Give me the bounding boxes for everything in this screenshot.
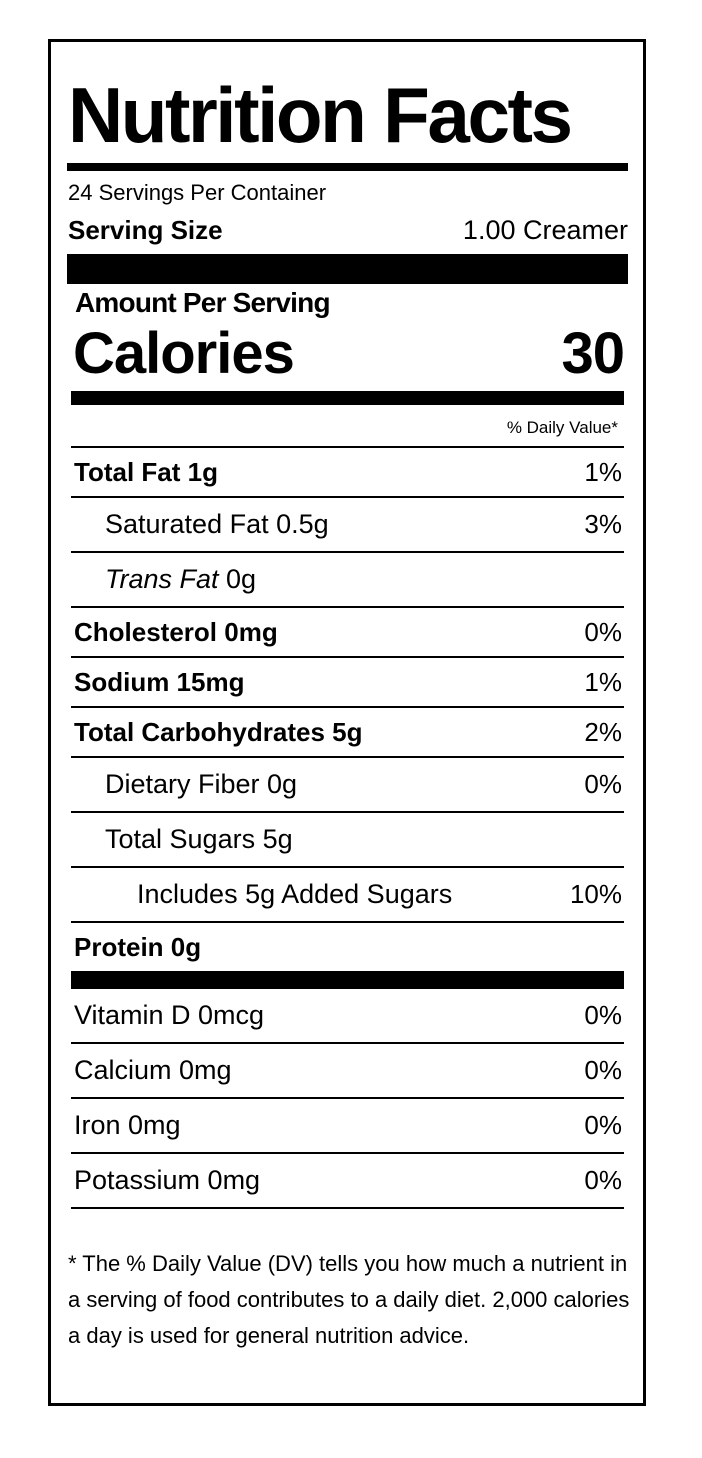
- nutrient-dv: 2%: [584, 716, 622, 747]
- vitamin-name: Iron 0mg: [74, 1110, 181, 1140]
- nutrient-name: Includes 5g Added Sugars: [137, 879, 453, 909]
- amount-per-serving: Amount Per Serving: [75, 287, 331, 318]
- nutrient-dv: 0%: [584, 616, 622, 647]
- nutrient-name: Total Fat 1g: [74, 456, 218, 487]
- nutrient-name: Protein 0g: [74, 931, 202, 962]
- vitamin-row: Potassium 0mg 0%: [71, 1154, 624, 1209]
- divider-thick: [71, 971, 624, 989]
- nutrient-name: Cholesterol 0mg: [74, 616, 278, 647]
- nutrient-dv: 0%: [584, 769, 622, 799]
- vitamin-name: Potassium 0mg: [74, 1165, 261, 1195]
- nutrient-name: Trans Fat 0g: [105, 564, 256, 595]
- vitamin-dv: 0%: [584, 1055, 622, 1085]
- serving-size-value: 1.00 Creamer: [462, 215, 628, 245]
- nutrient-table: Total Fat 1g 1% Saturated Fat 0.5g 3% Tran…: [71, 446, 624, 1209]
- serving-size-label: Serving Size: [68, 215, 223, 245]
- nutrient-row: Saturated Fat 0.5g 3%: [71, 498, 624, 553]
- divider-thick: [67, 254, 628, 284]
- nutrient-row: Includes 5g Added Sugars 10%: [71, 868, 624, 923]
- divider: [67, 163, 628, 171]
- nutrient-row: Cholesterol 0mg 0%: [71, 608, 624, 658]
- vitamin-dv: 0%: [584, 1000, 622, 1030]
- nutrient-name: Total Sugars 5g: [105, 824, 293, 854]
- calories-row: Calories 30: [73, 321, 625, 386]
- nutrient-row: Sodium 15mg 1%: [71, 658, 624, 708]
- vitamin-dv: 0%: [584, 1165, 622, 1195]
- nutrition-facts-label: Nutrition Facts 24 Servings Per Containe…: [48, 39, 646, 1406]
- footnote: * The % Daily Value (DV) tells you how m…: [68, 1251, 630, 1348]
- nutrient-name: Saturated Fat 0.5g: [105, 509, 329, 539]
- vitamin-row: Vitamin D 0mcg 0%: [71, 989, 624, 1044]
- nutrient-name: Dietary Fiber 0g: [105, 769, 298, 799]
- nutrient-dv: 1%: [584, 456, 622, 487]
- nutrient-dv: 1%: [584, 666, 622, 697]
- nutrient-row: Protein 0g: [71, 923, 624, 971]
- calories-label: Calories: [73, 321, 295, 386]
- vitamin-dv: 0%: [584, 1110, 622, 1140]
- daily-value-header: % Daily Value*: [506, 418, 618, 437]
- nutrient-dv: 3%: [584, 509, 622, 539]
- vitamin-row: Calcium 0mg 0%: [71, 1044, 624, 1099]
- calories-value: 30: [561, 321, 625, 386]
- nutrient-row: Total Carbohydrates 5g 2%: [71, 708, 624, 758]
- nutrient-row: Total Sugars 5g: [71, 813, 624, 868]
- nutrient-dv: 10%: [569, 879, 622, 909]
- nutrient-name-rest: 0g: [218, 564, 257, 594]
- vitamin-name: Calcium 0mg: [74, 1055, 232, 1085]
- vitamin-row: Iron 0mg 0%: [71, 1099, 624, 1154]
- vitamin-name: Vitamin D 0mcg: [74, 1000, 265, 1030]
- nutrient-name-italic: Trans Fat: [105, 564, 219, 594]
- serving-size-row: Serving Size 1.00 Creamer: [68, 215, 628, 246]
- divider-medium: [71, 391, 624, 405]
- label-title: Nutrition Facts: [68, 71, 573, 159]
- nutrient-name: Sodium 15mg: [74, 666, 245, 697]
- nutrient-name: Total Carbohydrates 5g: [74, 716, 363, 747]
- nutrient-row: Trans Fat 0g: [71, 553, 624, 608]
- servings-per-container: 24 Servings Per Container: [68, 180, 327, 205]
- nutrient-row: Dietary Fiber 0g 0%: [71, 758, 624, 813]
- nutrient-row: Total Fat 1g 1%: [71, 448, 624, 498]
